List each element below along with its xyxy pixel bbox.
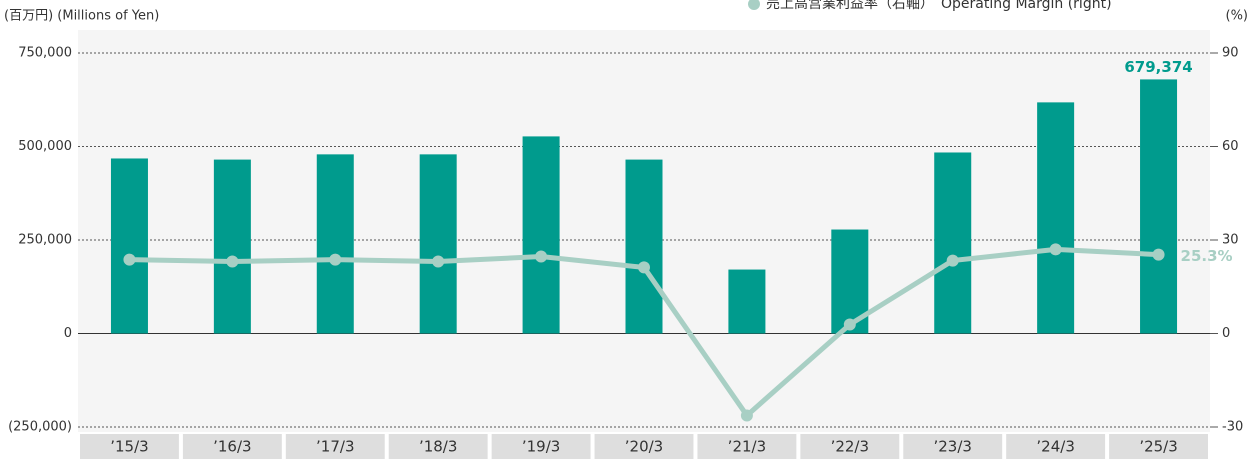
marker	[638, 261, 650, 274]
marker	[226, 255, 239, 268]
x-tick-label: ’16/3	[213, 438, 251, 456]
x-label-box	[903, 434, 1003, 459]
y2-tick-label: -30	[1222, 420, 1243, 435]
x-label-box	[1006, 434, 1106, 459]
y-tick-label: 750,000	[18, 46, 72, 61]
value-label: 25.3%	[1181, 247, 1233, 265]
x-label-box	[80, 434, 179, 459]
x-tick-label: ’18/3	[419, 438, 457, 456]
marker	[1152, 248, 1165, 261]
x-tick-label: ’15/3	[110, 438, 148, 456]
x-tick-label: ’20/3	[625, 438, 663, 456]
x-tick-label: ’25/3	[1139, 438, 1177, 456]
x-tick-label: ’23/3	[934, 438, 972, 456]
y2-tick-label: 0	[1222, 326, 1230, 341]
bar	[316, 154, 354, 334]
marker	[123, 253, 136, 266]
x-label-box	[491, 434, 591, 459]
bar	[110, 158, 148, 334]
x-label-box	[800, 434, 900, 459]
marker	[432, 255, 445, 268]
bar	[728, 269, 766, 334]
bar	[419, 154, 457, 334]
marker	[946, 254, 959, 267]
y2-tick-label: 90	[1222, 46, 1239, 61]
legend-label: 売上高営業利益率（右軸） Operating Margin (right)	[766, 0, 1112, 12]
legend-swatch	[748, 0, 760, 10]
bar	[213, 159, 251, 334]
bar	[522, 136, 560, 334]
x-tick-label: ’21/3	[728, 438, 766, 456]
right-unit: (%)	[1226, 9, 1249, 24]
left-unit: (百万円) (Millions of Yen)	[4, 9, 159, 24]
bar	[1037, 102, 1075, 334]
y-tick-label: 0	[64, 326, 72, 341]
x-tick-label: ’17/3	[316, 438, 354, 456]
x-tick-label: ’19/3	[522, 438, 560, 456]
x-label-box	[1109, 434, 1208, 459]
x-label-box	[594, 434, 694, 459]
x-label-box	[182, 434, 282, 459]
x-label-box	[697, 434, 797, 459]
marker	[535, 250, 548, 263]
bar	[625, 159, 663, 334]
bar	[934, 152, 972, 334]
value-label: 679,374	[1124, 58, 1192, 76]
x-label-box	[388, 434, 488, 459]
marker	[740, 409, 753, 422]
marker	[843, 318, 856, 331]
marker	[1049, 243, 1062, 256]
x-tick-label: ’22/3	[831, 438, 869, 456]
x-label-box	[285, 434, 385, 459]
y-tick-label: (250,000)	[8, 420, 72, 435]
bar	[1140, 79, 1178, 334]
x-tick-label: ’24/3	[1036, 438, 1074, 456]
y2-tick-label: 30	[1222, 233, 1239, 248]
marker	[329, 253, 342, 266]
y-tick-label: 500,000	[18, 139, 72, 154]
y2-tick-label: 60	[1222, 139, 1239, 154]
y-tick-label: 250,000	[18, 233, 72, 248]
